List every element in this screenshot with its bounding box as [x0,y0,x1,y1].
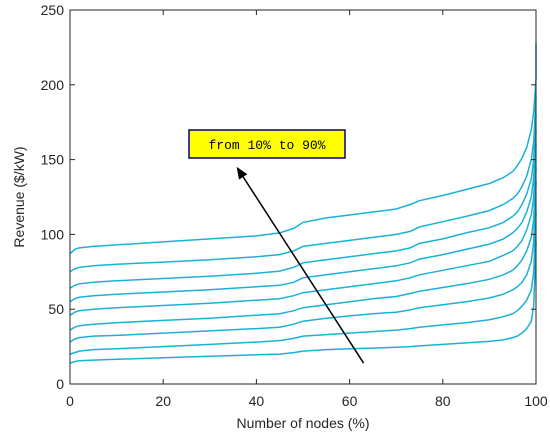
series-line-7 [69,114,537,289]
y-tick-label: 50 [48,301,64,317]
annotation-text: from 10% to 90% [208,138,325,153]
series-line-5 [69,144,537,316]
y-tick-label: 0 [56,376,64,392]
x-tick-label: 100 [524,393,548,409]
y-axis-ticks: 0 50 100 150 200 250 [41,2,536,392]
annotation-arrow [236,166,365,364]
x-tick-label: 60 [342,393,358,409]
y-tick-label: 150 [41,152,65,168]
series-line-6 [69,129,537,303]
x-tick-label: 80 [435,393,451,409]
plot-area-background [70,10,536,384]
x-tick-label: 40 [249,393,265,409]
series-line-8 [69,96,537,273]
series-layer [69,42,537,364]
x-tick-label: 0 [66,393,74,409]
x-axis-label: Number of nodes (%) [236,415,369,431]
series-line-3 [69,181,537,343]
series-line-1 [69,241,537,364]
plot-area-frame [69,9,537,385]
annotation-box [188,129,346,159]
y-tick-label: 200 [41,77,65,93]
series-line-4 [69,167,537,331]
x-axis-ticks: 0 20 40 60 80 100 [66,10,548,409]
series-line-2 [69,211,537,355]
series-line-9 [69,42,537,255]
y-tick-label: 250 [41,2,65,18]
x-tick-label: 20 [155,393,171,409]
y-axis-label: Revenue ($/kW) [11,146,27,247]
annotation: from 10% to 90% [188,129,365,364]
y-tick-label: 100 [41,226,65,242]
